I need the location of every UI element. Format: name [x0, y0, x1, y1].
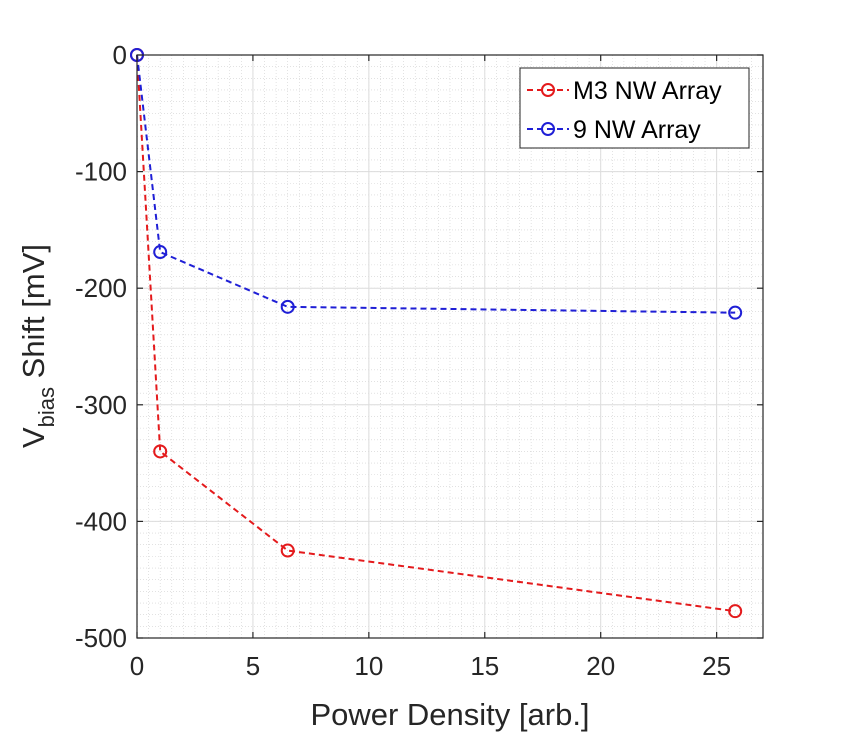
legend-label-9nw: 9 NW Array — [573, 116, 701, 144]
y-tick-label: 0 — [113, 40, 127, 70]
x-axis-title: Power Density [arb.] — [310, 697, 589, 732]
data-point — [280, 543, 295, 558]
plot-frame — [136, 54, 764, 639]
data-point — [280, 299, 295, 314]
legend-marker-9nw — [541, 122, 555, 136]
y-tick-label: -400 — [75, 506, 127, 536]
y-tick-labels: 0 -100 -200 -300 -400 -500 — [75, 40, 127, 653]
y-axis-title: Vbias Shift [mV] — [16, 244, 59, 448]
y-tick-label: -200 — [75, 273, 127, 303]
legend-entry-m3: M3 NW Array — [527, 77, 722, 105]
data-point — [153, 245, 168, 260]
x-tick-labels: 0 5 10 15 20 25 — [130, 651, 731, 681]
x-tick-label: 25 — [702, 651, 731, 681]
legend: M3 NW Array 9 NW Array — [519, 67, 750, 149]
series-line-0 — [136, 54, 736, 613]
x-tick-label: 5 — [246, 651, 260, 681]
tick-marks — [136, 54, 763, 639]
series-line-1 — [136, 54, 736, 314]
x-tick-label: 15 — [470, 651, 499, 681]
legend-entry-9nw: 9 NW Array — [527, 116, 701, 144]
y-axis-title-suffix: Shift [mV] — [16, 244, 51, 387]
data-point — [728, 604, 743, 619]
minor-grid — [136, 54, 764, 639]
y-tick-label: -500 — [75, 623, 127, 653]
y-tick-label: -300 — [75, 390, 127, 420]
legend-label-m3: M3 NW Array — [573, 77, 722, 105]
y-axis-title-main: V — [16, 427, 51, 448]
legend-box — [519, 67, 750, 149]
y-axis-title-subscript: bias — [34, 387, 59, 427]
data-point — [153, 444, 168, 459]
x-tick-label: 0 — [130, 651, 144, 681]
x-tick-label: 20 — [586, 651, 615, 681]
x-tick-label: 10 — [354, 651, 383, 681]
y-tick-label: -100 — [75, 157, 127, 187]
legend-marker-m3 — [541, 83, 555, 97]
data-point — [728, 305, 743, 320]
